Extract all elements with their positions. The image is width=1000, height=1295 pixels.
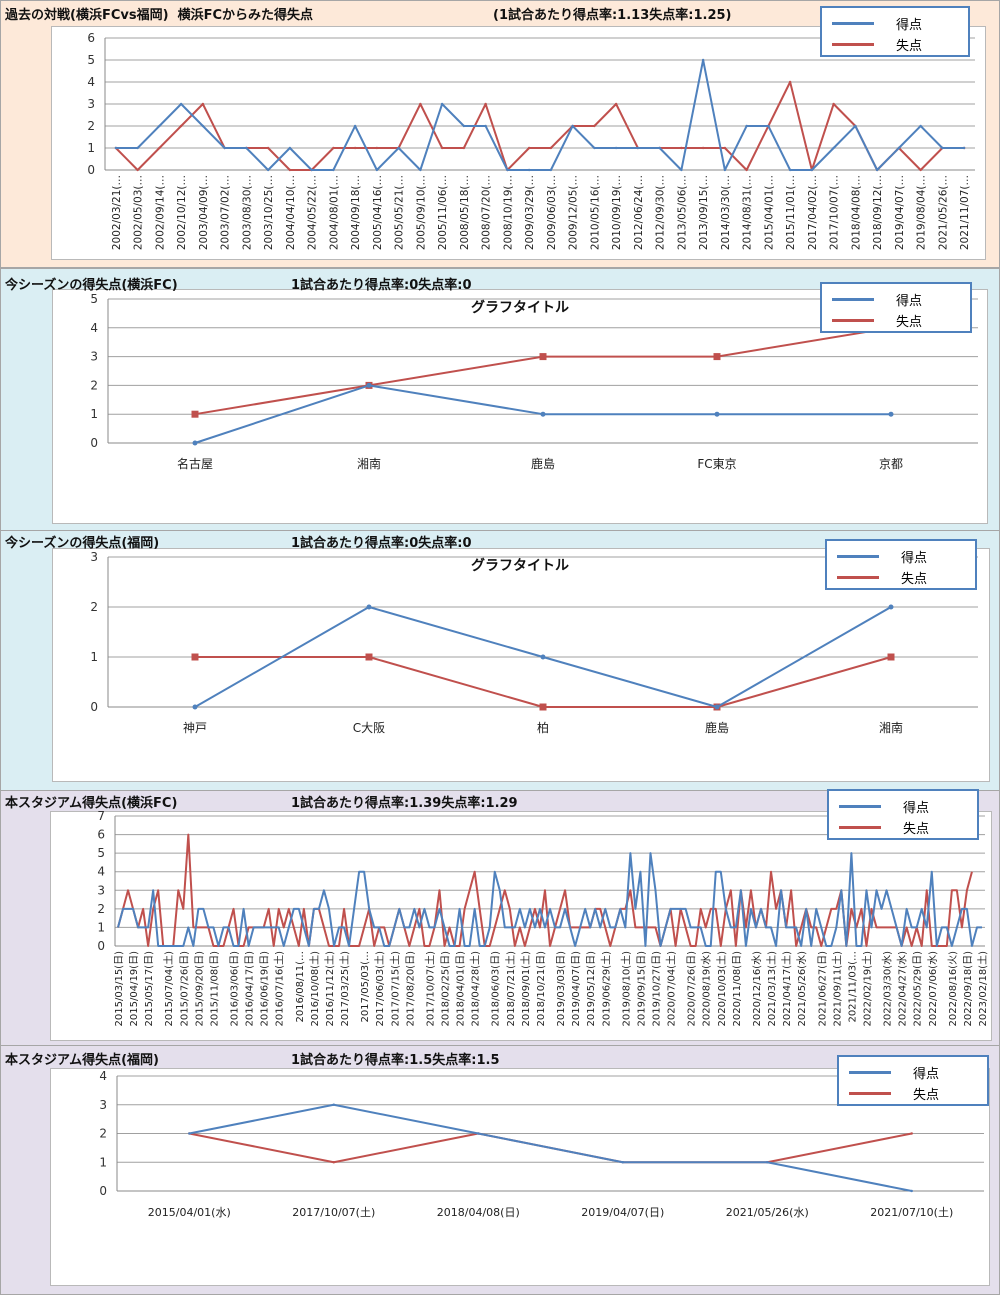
panel-rate: 1試合あたり得点率:0失点率:0 [291,536,472,551]
panel-title: 今シーズンの得失点(横浜FC) [5,278,178,293]
chart-area [50,811,992,1041]
legend: 得点 失点 [825,539,977,590]
legend-swatch-goals [839,804,881,808]
legend-swatch-goals [849,1070,891,1074]
legend-label-goals: 得点 [896,17,923,33]
legend: 得点 失点 [837,1055,989,1106]
legend-label-conceded: 失点 [903,821,930,837]
panel-rate: (1試合あたり得点率:1.13失点率:1.25) [493,8,732,23]
legend-label-goals: 得点 [903,800,930,816]
legend-swatch-goals [832,21,874,25]
legend-swatch-goals [837,554,879,558]
legend-swatch-conceded [839,825,881,829]
panel-title: 本スタジアム得失点(福岡) [5,1053,159,1068]
panel-rate: 1試合あたり得点率:1.5失点率:1.5 [291,1053,500,1068]
legend-label-goals: 得点 [896,293,923,309]
legend-swatch-conceded [832,42,874,46]
chart-area [51,26,986,260]
legend-label-conceded: 失点 [896,314,923,330]
legend-label-goals: 得点 [901,550,928,566]
legend-swatch-conceded [837,575,879,579]
legend: 得点 失点 [827,789,979,840]
panel-title: 過去の対戦(横浜FCvs福岡) 横浜FCからみた得失点 [5,8,313,23]
legend-swatch-goals [832,297,874,301]
legend-label-goals: 得点 [913,1066,940,1082]
legend: 得点 失点 [820,282,972,333]
legend-label-conceded: 失点 [901,571,928,587]
panel-title: 今シーズンの得失点(福岡) [5,536,160,551]
panel-rate: 1試合あたり得点率:1.39失点率:1.29 [291,796,518,811]
legend-swatch-conceded [832,318,874,322]
legend-label-conceded: 失点 [896,38,923,54]
panel-title: 本スタジアム得失点(横浜FC) [5,796,178,811]
legend-swatch-conceded [849,1091,891,1095]
legend-label-conceded: 失点 [913,1087,940,1103]
panel-rate: 1試合あたり得点率:0失点率:0 [291,278,472,293]
legend: 得点 失点 [820,6,970,57]
